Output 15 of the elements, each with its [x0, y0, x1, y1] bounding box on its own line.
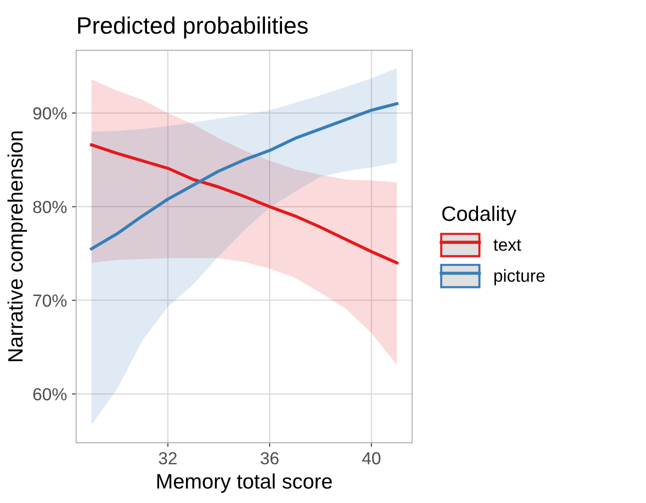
y-tick-label: 70%: [33, 294, 67, 307]
legend-label: text: [494, 239, 522, 251]
y-axis-title: Narrative comprehension: [7, 131, 27, 362]
x-axis-title: Memory total score: [157, 473, 332, 493]
legend-label: picture: [494, 269, 545, 286]
x-tick-label: 32: [158, 452, 177, 464]
x-tick-label: 40: [362, 452, 380, 464]
x-tick-label: 36: [260, 452, 279, 464]
chart-title: Predicted probabilities: [78, 16, 308, 39]
line-series: [90, 143, 398, 264]
line-series: [90, 102, 398, 250]
y-tick-label: 80%: [33, 200, 67, 214]
y-tick-label: 90%: [33, 107, 67, 120]
legend-title: Codality: [442, 206, 516, 226]
y-tick-label: 60%: [33, 388, 67, 400]
